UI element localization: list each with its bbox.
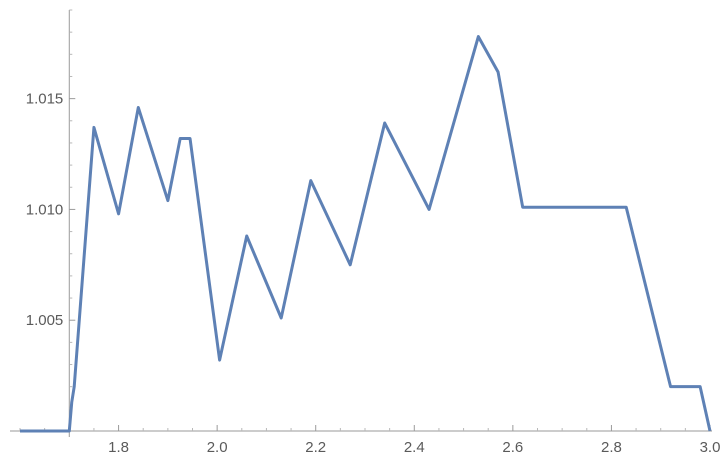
series-layer — [20, 35, 712, 433]
x-tick-label-3.0: 3.0 — [700, 439, 721, 456]
x-tick-label-1.8: 1.8 — [108, 439, 129, 456]
x-tick-label-2.4: 2.4 — [404, 439, 425, 456]
x-tick-label-2.2: 2.2 — [305, 439, 326, 456]
x-tick-label-2.6: 2.6 — [502, 439, 523, 456]
y-tick-label-1.005: 1.005 — [26, 312, 64, 329]
y-tick-label-1.010: 1.010 — [26, 201, 64, 218]
x-tick-label-2.8: 2.8 — [601, 439, 622, 456]
series-line-0 — [20, 35, 712, 433]
axes: 1.8 2.0 2.2 2.4 2.6 2.8 3.0 1.005 1.010 1.015 — [10, 9, 721, 456]
y-tick-label-1.015: 1.015 — [26, 91, 64, 108]
x-tick-label-2.0: 2.0 — [207, 439, 228, 456]
